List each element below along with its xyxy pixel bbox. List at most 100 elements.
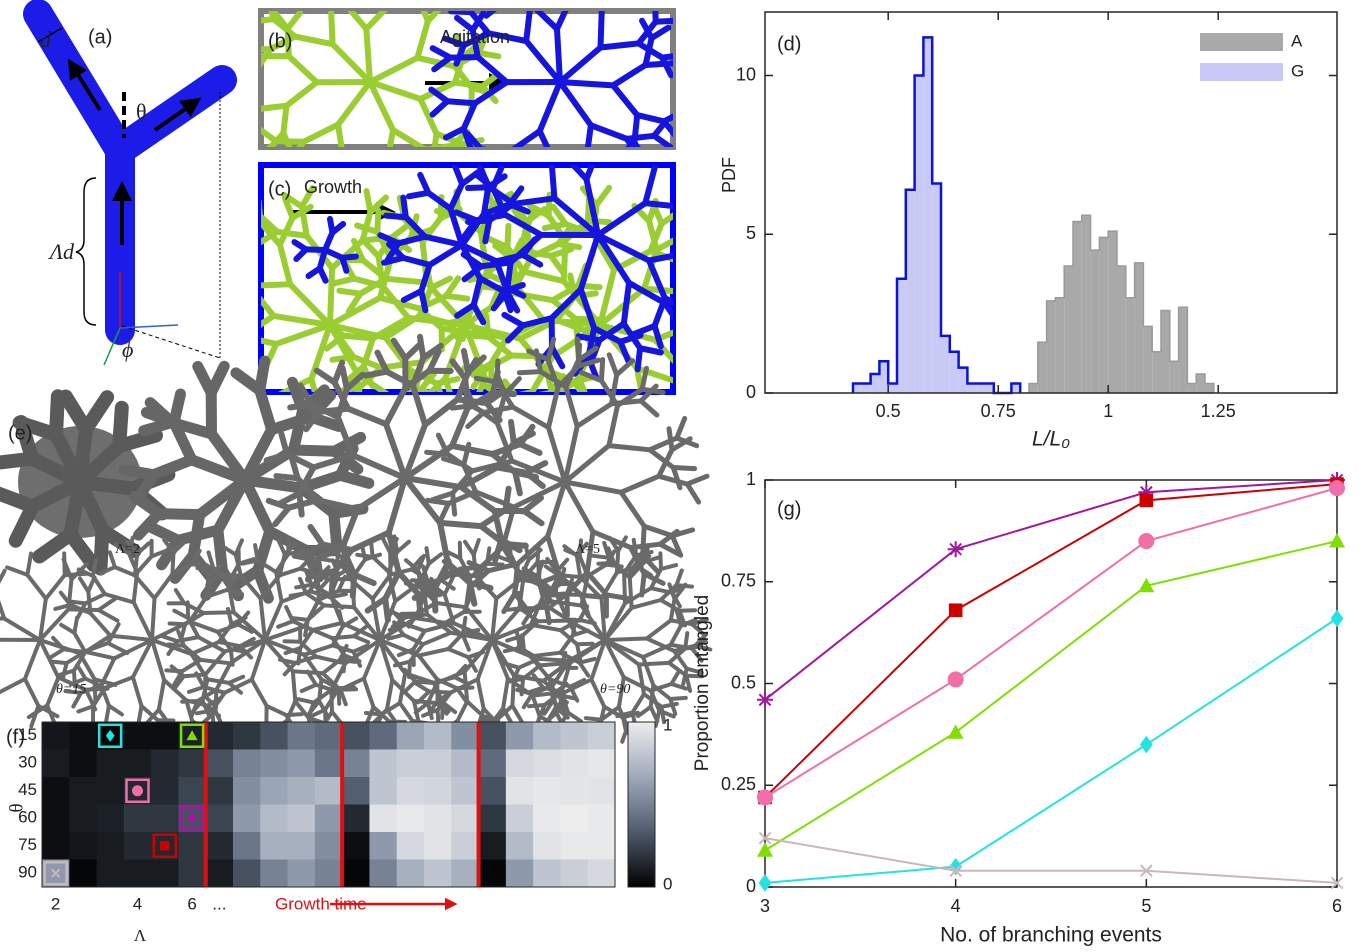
- heatmap-cell: [506, 832, 534, 860]
- histogram-bar: [1126, 298, 1135, 393]
- heatmap-cell: [260, 832, 288, 860]
- tree-branch: [429, 554, 441, 563]
- heatmap-cell: [97, 777, 125, 805]
- tree-branch: [686, 207, 708, 226]
- tree-branch: [331, 6, 333, 44]
- histogram-bar: [879, 361, 888, 393]
- tree-branch: [344, 336, 373, 339]
- series-line: [765, 484, 1337, 797]
- tree-branch: [656, 711, 660, 726]
- tree-branch: [683, 370, 711, 379]
- tree-branch: [239, 423, 260, 428]
- y-tick-label: 75: [18, 835, 37, 854]
- tree-branch: [481, 262, 510, 266]
- heatmap-cell: [342, 805, 370, 833]
- tree-branch: [354, 636, 368, 642]
- tree-branch: [619, 429, 640, 432]
- histogram-bar: [1152, 352, 1161, 393]
- tree-branch: [447, 0, 448, 1]
- tree-branch: [709, 227, 715, 248]
- tree-branch: [682, 327, 683, 348]
- histogram-bar: [1047, 301, 1056, 393]
- tree-branch: [497, 361, 498, 382]
- series-line: [765, 541, 1337, 850]
- y-axis-label: θ: [6, 803, 27, 812]
- tree-branch: [210, 335, 236, 349]
- tree-branch: [191, 331, 210, 340]
- tree-branch: [387, 680, 392, 710]
- tree-branch: [693, 299, 708, 325]
- heatmap-cell: [588, 805, 616, 833]
- heatmap-cell: [560, 860, 588, 888]
- heatmap-cell: [397, 860, 425, 888]
- y-tick-label: 0.5: [731, 672, 756, 692]
- panel-label: (g): [777, 498, 801, 520]
- tree-branch: [260, 390, 272, 429]
- tree-branch: [708, 310, 713, 331]
- heatmap-cell: [69, 722, 97, 750]
- tree-branch: [519, 593, 521, 609]
- tree-branch: [683, 236, 704, 241]
- heatmap-cell: [233, 777, 261, 805]
- heatmap-cell: [533, 722, 561, 750]
- tree-branch: [172, 552, 173, 574]
- tree-branch: [230, 308, 231, 329]
- tree-branch: [276, 476, 297, 478]
- tree-branch: [670, 698, 686, 699]
- tree-branch: [689, 232, 710, 253]
- tree-branch: [661, 565, 676, 569]
- tree-branch: [311, 527, 323, 545]
- heatmap-cell: [506, 722, 534, 750]
- tree-branch: [640, 348, 661, 352]
- caption: θ=15: [56, 682, 86, 697]
- tree-branch: [565, 482, 593, 532]
- heatmap-cell: [588, 722, 616, 750]
- heatmap-cell: [560, 722, 588, 750]
- heatmap-cell: [69, 832, 97, 860]
- highlight-marker: [160, 841, 169, 850]
- tree-branch: [407, 423, 408, 444]
- tree-branch: [609, 406, 618, 446]
- heatmap-cell: [206, 860, 234, 888]
- x-tick-label: 3: [760, 896, 770, 916]
- histogram-bar: [1011, 383, 1020, 393]
- heatmap-cell: [315, 777, 343, 805]
- tree-branch: [711, 374, 732, 379]
- tree-branch: [505, 544, 526, 546]
- heatmap-cell: [124, 832, 152, 860]
- histogram-bar: [950, 352, 959, 393]
- tree-branch: [357, 555, 372, 557]
- tree-branch: [714, 268, 735, 269]
- tree-branch: [375, 438, 377, 459]
- tree-branch: [313, 436, 334, 437]
- page: {"panels": { "a": {"label": "(a)", "d": …: [0, 0, 1359, 952]
- tree-branch: [144, 423, 172, 431]
- tree-branch: [261, 598, 266, 640]
- tree-branch: [239, 221, 260, 222]
- heatmap-cell: [533, 832, 561, 860]
- figure: (a) d θ Λd ϕ (b) Agitation (c) Growth (e…: [0, 0, 1359, 952]
- tree-branch: [568, 713, 581, 722]
- heatmap-cell: [506, 805, 534, 833]
- histogram-bar: [1064, 266, 1073, 393]
- heatmap-cell: [124, 750, 152, 778]
- heatmap-cell: [151, 750, 179, 778]
- tree-branch: [64, 649, 85, 652]
- tree-branch: [25, 679, 39, 706]
- heatmap-cell: [533, 777, 561, 805]
- tree-branch: [666, 400, 682, 415]
- tree-branch: [602, 0, 623, 9]
- symbol-label: d: [40, 27, 52, 52]
- tree-branch: [720, 336, 741, 338]
- x-tick-label: 6: [1332, 896, 1342, 916]
- tree-branch: [586, 718, 602, 720]
- tree-branch: [219, 290, 222, 311]
- tree-branch: [259, 106, 286, 109]
- tree-branch: [319, 409, 348, 412]
- x-tick-label: ...: [212, 894, 226, 913]
- tree-branch: [586, 0, 602, 9]
- tree-branch: [560, 82, 613, 85]
- tree-branch: [393, 0, 397, 1]
- tree-branch: [0, 590, 4, 619]
- x-tick-label: 1.25: [1201, 401, 1236, 421]
